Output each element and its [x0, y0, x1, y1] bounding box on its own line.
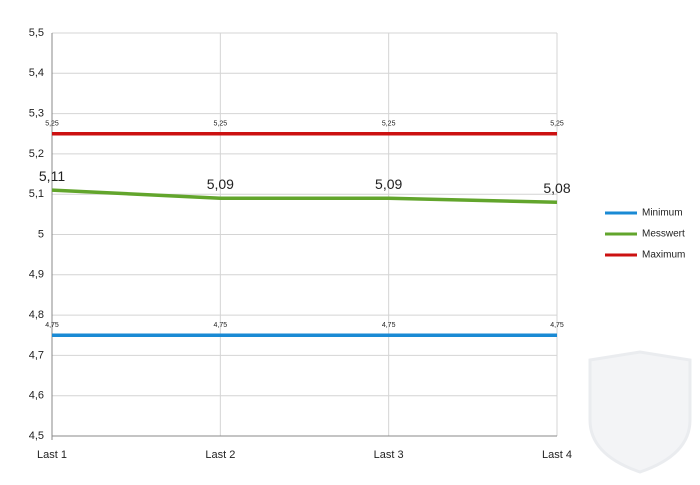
x-tick-label: Last 1 — [37, 449, 67, 461]
data-label: 5,25 — [550, 121, 564, 128]
y-tick-label: 4,7 — [29, 349, 44, 361]
data-label: 4,75 — [382, 322, 396, 329]
legend-label: Minimum — [642, 208, 683, 219]
y-tick-label: 5,5 — [29, 27, 44, 39]
y-tick-label: 5,1 — [29, 188, 44, 200]
data-label: 5,09 — [207, 176, 234, 192]
y-tick-label: 4,8 — [29, 309, 44, 321]
y-tick-label: 5,3 — [29, 108, 44, 120]
data-label: 5,08 — [543, 180, 570, 196]
data-label: 5,09 — [375, 176, 402, 192]
y-tick-label: 5,2 — [29, 148, 44, 160]
y-tick-label: 4,9 — [29, 269, 44, 281]
data-label: 5,25 — [214, 121, 228, 128]
x-tick-label: Last 4 — [542, 449, 572, 461]
data-label: 5,25 — [45, 121, 59, 128]
data-label: 4,75 — [45, 322, 59, 329]
data-label: 5,25 — [382, 121, 396, 128]
x-tick-label: Last 3 — [374, 449, 404, 461]
y-tick-label: 4,5 — [29, 430, 44, 442]
data-label: 4,75 — [550, 322, 564, 329]
x-tick-label: Last 2 — [205, 449, 235, 461]
series-line — [51, 188, 558, 205]
y-tick-label: 4,6 — [29, 390, 44, 402]
legend-label: Maximum — [642, 250, 685, 261]
y-tick-label: 5 — [38, 228, 44, 240]
y-tick-label: 5,4 — [29, 67, 44, 79]
watermark — [588, 350, 692, 474]
legend-label: Messwert — [642, 229, 685, 240]
data-label: 5,11 — [39, 168, 65, 184]
data-label: 4,75 — [214, 322, 228, 329]
